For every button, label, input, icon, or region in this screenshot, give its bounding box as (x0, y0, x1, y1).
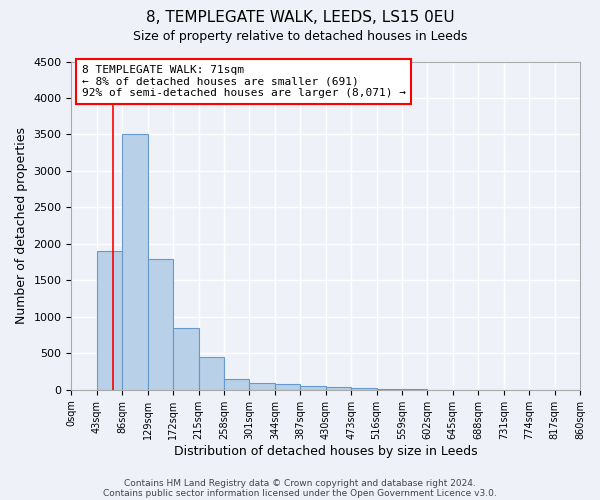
Text: Contains HM Land Registry data © Crown copyright and database right 2024.: Contains HM Land Registry data © Crown c… (124, 478, 476, 488)
Y-axis label: Number of detached properties: Number of detached properties (15, 127, 28, 324)
Bar (275, 384, 300, 390)
Bar (250, 382, 275, 390)
Bar (148, 258, 173, 390)
Text: Size of property relative to detached houses in Leeds: Size of property relative to detached ho… (133, 30, 467, 43)
Bar (122, 134, 148, 390)
X-axis label: Distribution of detached houses by size in Leeds: Distribution of detached houses by size … (174, 444, 478, 458)
Text: 8, TEMPLEGATE WALK, LEEDS, LS15 0EU: 8, TEMPLEGATE WALK, LEEDS, LS15 0EU (146, 10, 454, 25)
Text: Contains public sector information licensed under the Open Government Licence v3: Contains public sector information licen… (103, 488, 497, 498)
Bar (199, 357, 224, 390)
Bar (97, 251, 122, 390)
Bar (173, 328, 199, 390)
Bar (300, 386, 326, 390)
Text: 8 TEMPLEGATE WALK: 71sqm
← 8% of detached houses are smaller (691)
92% of semi-d: 8 TEMPLEGATE WALK: 71sqm ← 8% of detache… (82, 65, 406, 98)
Bar (326, 387, 351, 390)
Bar (377, 389, 402, 390)
Bar (351, 388, 377, 390)
Bar (224, 379, 250, 390)
